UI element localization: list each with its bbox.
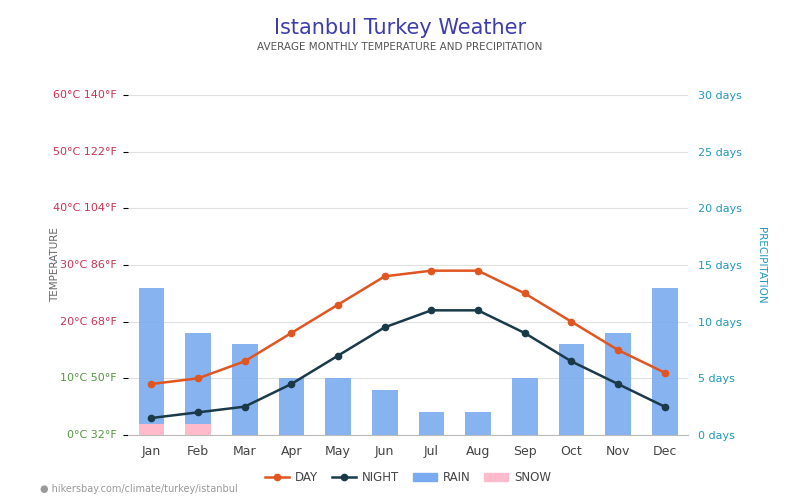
Bar <box>185 333 211 435</box>
DAY <box>194 376 203 382</box>
Text: 50°C 122°F: 50°C 122°F <box>53 146 117 156</box>
Line: NIGHT: NIGHT <box>148 307 668 421</box>
Line: DAY: DAY <box>148 268 668 387</box>
Text: TEMPERATURE: TEMPERATURE <box>50 228 60 302</box>
NIGHT <box>474 308 483 314</box>
DAY <box>286 330 296 336</box>
NIGHT <box>333 352 342 358</box>
NIGHT <box>380 324 390 330</box>
Bar <box>512 378 538 435</box>
Bar <box>185 424 211 435</box>
Bar <box>138 288 164 435</box>
DAY <box>474 268 483 274</box>
Bar <box>418 412 444 435</box>
NIGHT <box>426 308 436 314</box>
DAY <box>146 381 156 387</box>
Text: 0°C 32°F: 0°C 32°F <box>67 430 117 440</box>
NIGHT <box>566 358 576 364</box>
NIGHT <box>146 415 156 421</box>
NIGHT <box>520 330 530 336</box>
Text: 60°C 140°F: 60°C 140°F <box>53 90 117 100</box>
NIGHT <box>240 404 250 409</box>
DAY <box>614 347 623 353</box>
Bar <box>465 412 491 435</box>
DAY <box>660 370 670 376</box>
Bar <box>325 378 351 435</box>
Text: ● hikersbay.com/climate/turkey/istanbul: ● hikersbay.com/climate/turkey/istanbul <box>40 484 238 494</box>
Bar <box>372 390 398 435</box>
NIGHT <box>286 381 296 387</box>
Bar <box>278 378 304 435</box>
Text: Istanbul Turkey Weather: Istanbul Turkey Weather <box>274 18 526 38</box>
DAY <box>520 290 530 296</box>
NIGHT <box>660 404 670 409</box>
NIGHT <box>614 381 623 387</box>
DAY <box>240 358 250 364</box>
Bar <box>605 333 631 435</box>
Bar <box>652 288 678 435</box>
DAY <box>380 274 390 280</box>
Text: PRECIPITATION: PRECIPITATION <box>756 226 766 304</box>
Text: 20°C 68°F: 20°C 68°F <box>60 316 117 326</box>
Bar <box>138 424 164 435</box>
DAY <box>333 302 342 308</box>
Bar <box>232 344 258 435</box>
DAY <box>566 318 576 324</box>
Legend: DAY, NIGHT, RAIN, SNOW: DAY, NIGHT, RAIN, SNOW <box>261 466 555 488</box>
Bar <box>558 344 584 435</box>
Text: 40°C 104°F: 40°C 104°F <box>53 204 117 214</box>
Text: AVERAGE MONTHLY TEMPERATURE AND PRECIPITATION: AVERAGE MONTHLY TEMPERATURE AND PRECIPIT… <box>258 42 542 52</box>
NIGHT <box>194 410 203 416</box>
DAY <box>426 268 436 274</box>
Text: 30°C 86°F: 30°C 86°F <box>60 260 117 270</box>
Text: 10°C 50°F: 10°C 50°F <box>60 374 117 384</box>
